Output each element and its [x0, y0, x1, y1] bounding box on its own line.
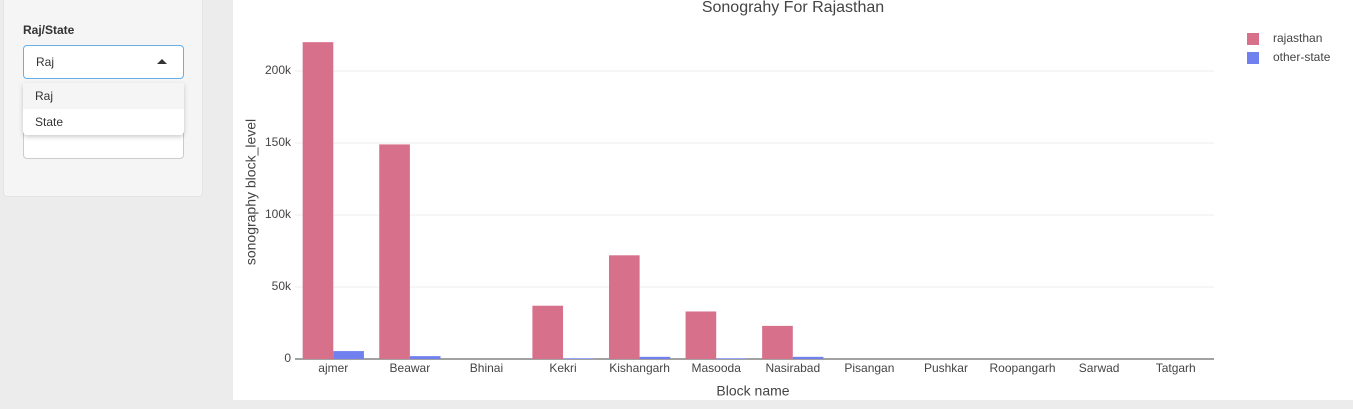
select-label: Raj/State	[23, 23, 75, 37]
bar	[379, 144, 410, 359]
y-tick-label: 200k	[265, 63, 292, 77]
x-tick-label: Masooda	[692, 361, 742, 375]
y-tick-label: 100k	[265, 207, 292, 221]
bar	[409, 356, 441, 359]
x-tick-label: Roopangarh	[990, 361, 1056, 375]
raj-state-select[interactable]: Raj	[23, 45, 184, 79]
option[interactable]: State	[35, 115, 64, 129]
y-tick-label: 50k	[272, 279, 292, 293]
y-tick-label: 150k	[265, 135, 292, 149]
bar	[333, 351, 364, 359]
x-tick-label: Kekri	[549, 361, 576, 375]
bar	[685, 311, 717, 359]
x-tick-label: Beawar	[390, 361, 431, 375]
x-tick-label: Kishangarh	[609, 361, 670, 375]
sidebar: Raj/State Raj Raj State	[3, 0, 203, 197]
bar	[608, 255, 640, 359]
option[interactable]: Raj	[23, 83, 184, 109]
x-tick-label: Pushkar	[924, 361, 968, 375]
bar	[792, 356, 824, 359]
legend-label: rajasthan	[1273, 31, 1322, 45]
bar	[762, 325, 793, 359]
chart: Sonograhy For Rajasthan Block name sonog…	[233, 0, 1353, 400]
y-tick-label: 0	[284, 351, 291, 365]
legend-swatch	[1247, 33, 1259, 45]
select-value: Raj	[36, 55, 55, 69]
caret	[157, 59, 167, 64]
x-tick-label: Nasirabad	[765, 361, 820, 375]
x-axis-label: Block name	[716, 383, 789, 399]
x-tick-label: Tatgarh	[1156, 361, 1196, 375]
bar	[639, 356, 671, 359]
x-tick-label: Pisangan	[844, 361, 894, 375]
y-axis-label: sonography block_level	[243, 119, 259, 265]
bar	[302, 42, 334, 360]
bar	[563, 358, 594, 359]
x-tick-label: ajmer	[318, 361, 348, 375]
x-tick-label: Bhinai	[470, 361, 503, 375]
bar	[716, 358, 747, 359]
legend-swatch	[1247, 52, 1259, 64]
chart-title: Sonograhy For Rajasthan	[702, 0, 884, 16]
bar	[532, 305, 564, 359]
x-tick-label: Sarwad	[1079, 361, 1120, 375]
legend-label: other-state	[1273, 50, 1331, 64]
dropdown-menu: Raj State	[23, 83, 184, 135]
